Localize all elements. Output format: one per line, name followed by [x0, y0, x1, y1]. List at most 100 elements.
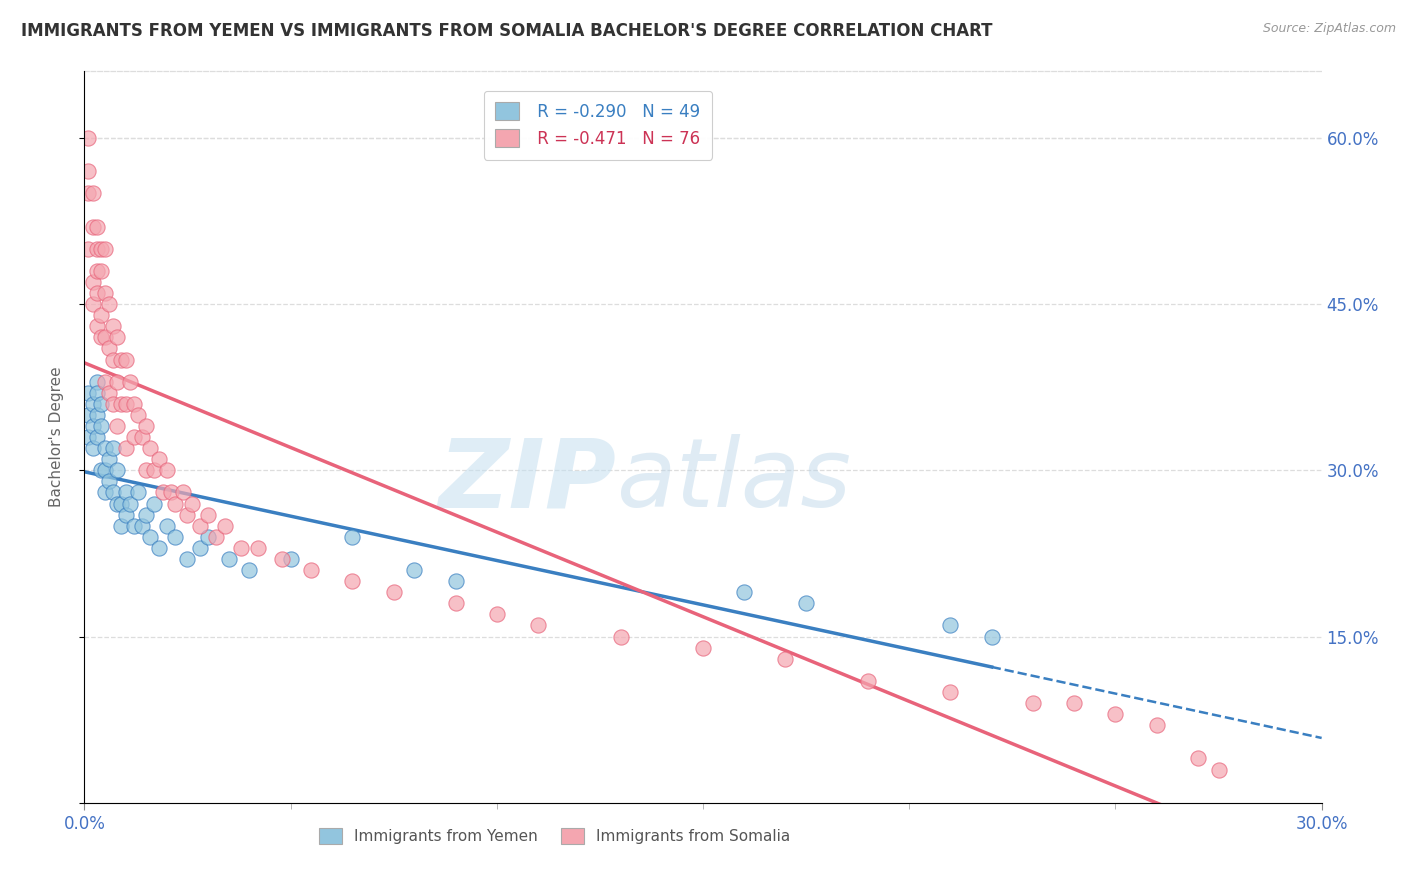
Point	[82, 419, 104, 434]
Text: IMMIGRANTS FROM YEMEN VS IMMIGRANTS FROM SOMALIA BACHELOR'S DEGREE CORRELATION C: IMMIGRANTS FROM YEMEN VS IMMIGRANTS FROM…	[21, 22, 993, 40]
Point	[103, 397, 125, 411]
Point	[103, 441, 125, 455]
Point	[342, 574, 364, 589]
Point	[94, 463, 117, 477]
Point	[94, 242, 117, 256]
Point	[160, 485, 183, 500]
Point	[103, 352, 125, 367]
Point	[105, 463, 128, 477]
Point	[188, 518, 211, 533]
Point	[246, 541, 269, 555]
Point	[609, 630, 631, 644]
Point	[98, 452, 121, 467]
Point	[122, 430, 145, 444]
Point	[131, 430, 153, 444]
Point	[152, 485, 174, 500]
Point	[82, 297, 104, 311]
Point	[86, 285, 108, 300]
Point	[939, 618, 962, 632]
Point	[103, 485, 125, 500]
Point	[98, 475, 121, 489]
Point	[77, 408, 100, 422]
Point	[238, 563, 260, 577]
Point	[82, 186, 104, 201]
Point	[77, 164, 100, 178]
Point	[90, 463, 112, 477]
Point	[197, 530, 219, 544]
Point	[404, 563, 426, 577]
Point	[94, 441, 117, 455]
Point	[197, 508, 219, 522]
Point	[77, 131, 100, 145]
Point	[135, 508, 157, 522]
Point	[90, 264, 112, 278]
Point	[86, 319, 108, 334]
Point	[1104, 707, 1126, 722]
Point	[77, 430, 100, 444]
Text: atlas: atlas	[616, 434, 852, 527]
Point	[86, 242, 108, 256]
Point	[165, 497, 187, 511]
Point	[90, 397, 112, 411]
Point	[794, 596, 817, 610]
Point	[94, 375, 117, 389]
Point	[218, 552, 240, 566]
Point	[114, 441, 136, 455]
Point	[143, 463, 166, 477]
Point	[299, 563, 322, 577]
Point	[118, 497, 141, 511]
Point	[110, 518, 132, 533]
Text: Source: ZipAtlas.com: Source: ZipAtlas.com	[1263, 22, 1396, 36]
Point	[90, 242, 112, 256]
Text: ZIP: ZIP	[439, 434, 616, 527]
Point	[156, 463, 179, 477]
Point	[82, 397, 104, 411]
Point	[82, 275, 104, 289]
Point	[271, 552, 294, 566]
Point	[180, 497, 202, 511]
Point	[110, 397, 132, 411]
Point	[110, 352, 132, 367]
Point	[188, 541, 211, 555]
Point	[86, 264, 108, 278]
Point	[98, 385, 121, 400]
Point	[82, 441, 104, 455]
Point	[94, 285, 117, 300]
Point	[90, 419, 112, 434]
Point	[692, 640, 714, 655]
Point	[176, 508, 198, 522]
Point	[105, 375, 128, 389]
Point	[131, 518, 153, 533]
Point	[156, 518, 179, 533]
Point	[114, 485, 136, 500]
Point	[86, 219, 108, 234]
Point	[176, 552, 198, 566]
Point	[733, 585, 755, 599]
Point	[280, 552, 302, 566]
Point	[98, 342, 121, 356]
Point	[105, 330, 128, 344]
Point	[342, 530, 364, 544]
Point	[148, 541, 170, 555]
Point	[86, 375, 108, 389]
Point	[105, 497, 128, 511]
Point	[1208, 763, 1230, 777]
Point	[77, 186, 100, 201]
Point	[135, 463, 157, 477]
Point	[1146, 718, 1168, 732]
Point	[139, 530, 162, 544]
Point	[122, 518, 145, 533]
Point	[1063, 696, 1085, 710]
Point	[165, 530, 187, 544]
Point	[856, 673, 879, 688]
Point	[444, 596, 467, 610]
Point	[90, 330, 112, 344]
Point	[1022, 696, 1045, 710]
Point	[444, 574, 467, 589]
Point	[135, 419, 157, 434]
Point	[939, 685, 962, 699]
Point	[172, 485, 194, 500]
Point	[90, 308, 112, 322]
Point	[114, 352, 136, 367]
Point	[214, 518, 236, 533]
